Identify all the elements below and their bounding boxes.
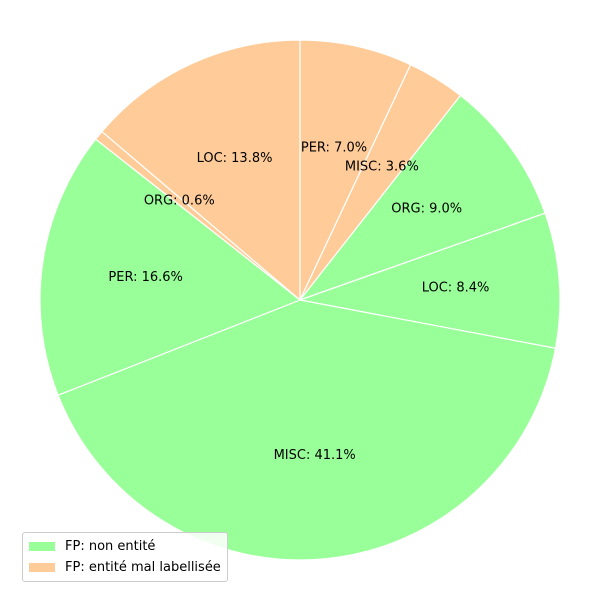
pie-label-misc-4: MISC: 41.1% xyxy=(274,448,356,463)
legend-swatch-non-entite xyxy=(29,542,55,551)
legend-entry-mal-labellisee: FP: entité mal labellisée xyxy=(29,557,221,578)
pie-slices xyxy=(39,39,561,561)
pie-label-per-0: PER: 7.0% xyxy=(301,140,367,155)
legend-entry-non-entite: FP: non entité xyxy=(29,536,221,557)
pie-slice-per-5 xyxy=(39,138,301,396)
legend-swatch-mal-labellisee xyxy=(29,563,55,572)
pie-label-loc-7: LOC: 13.8% xyxy=(197,151,273,166)
legend-label-mal-labellisee: FP: entité mal labellisée xyxy=(65,560,221,575)
pie-label-org-6: ORG: 0.6% xyxy=(144,194,215,209)
pie-slice-misc-4 xyxy=(57,299,557,561)
pie-slice-org-2 xyxy=(299,94,546,301)
pie-label-loc-3: LOC: 8.4% xyxy=(422,281,490,296)
legend: FP: non entité FP: entité mal labellisée xyxy=(22,532,228,582)
pie-slice-loc-3 xyxy=(299,212,561,349)
pie-slice-per-0 xyxy=(299,39,412,301)
legend-label-non-entite: FP: non entité xyxy=(65,539,156,554)
pie-label-misc-1: MISC: 3.6% xyxy=(345,160,419,175)
pie-label-org-2: ORG: 9.0% xyxy=(391,201,462,216)
pie-labels: PER: 7.0% MISC: 3.6% ORG: 9.0% LOC: 8.4% MIS… xyxy=(108,140,489,463)
pie-label-per-5: PER: 16.6% xyxy=(108,270,183,285)
pie-slice-loc-7 xyxy=(101,39,301,301)
